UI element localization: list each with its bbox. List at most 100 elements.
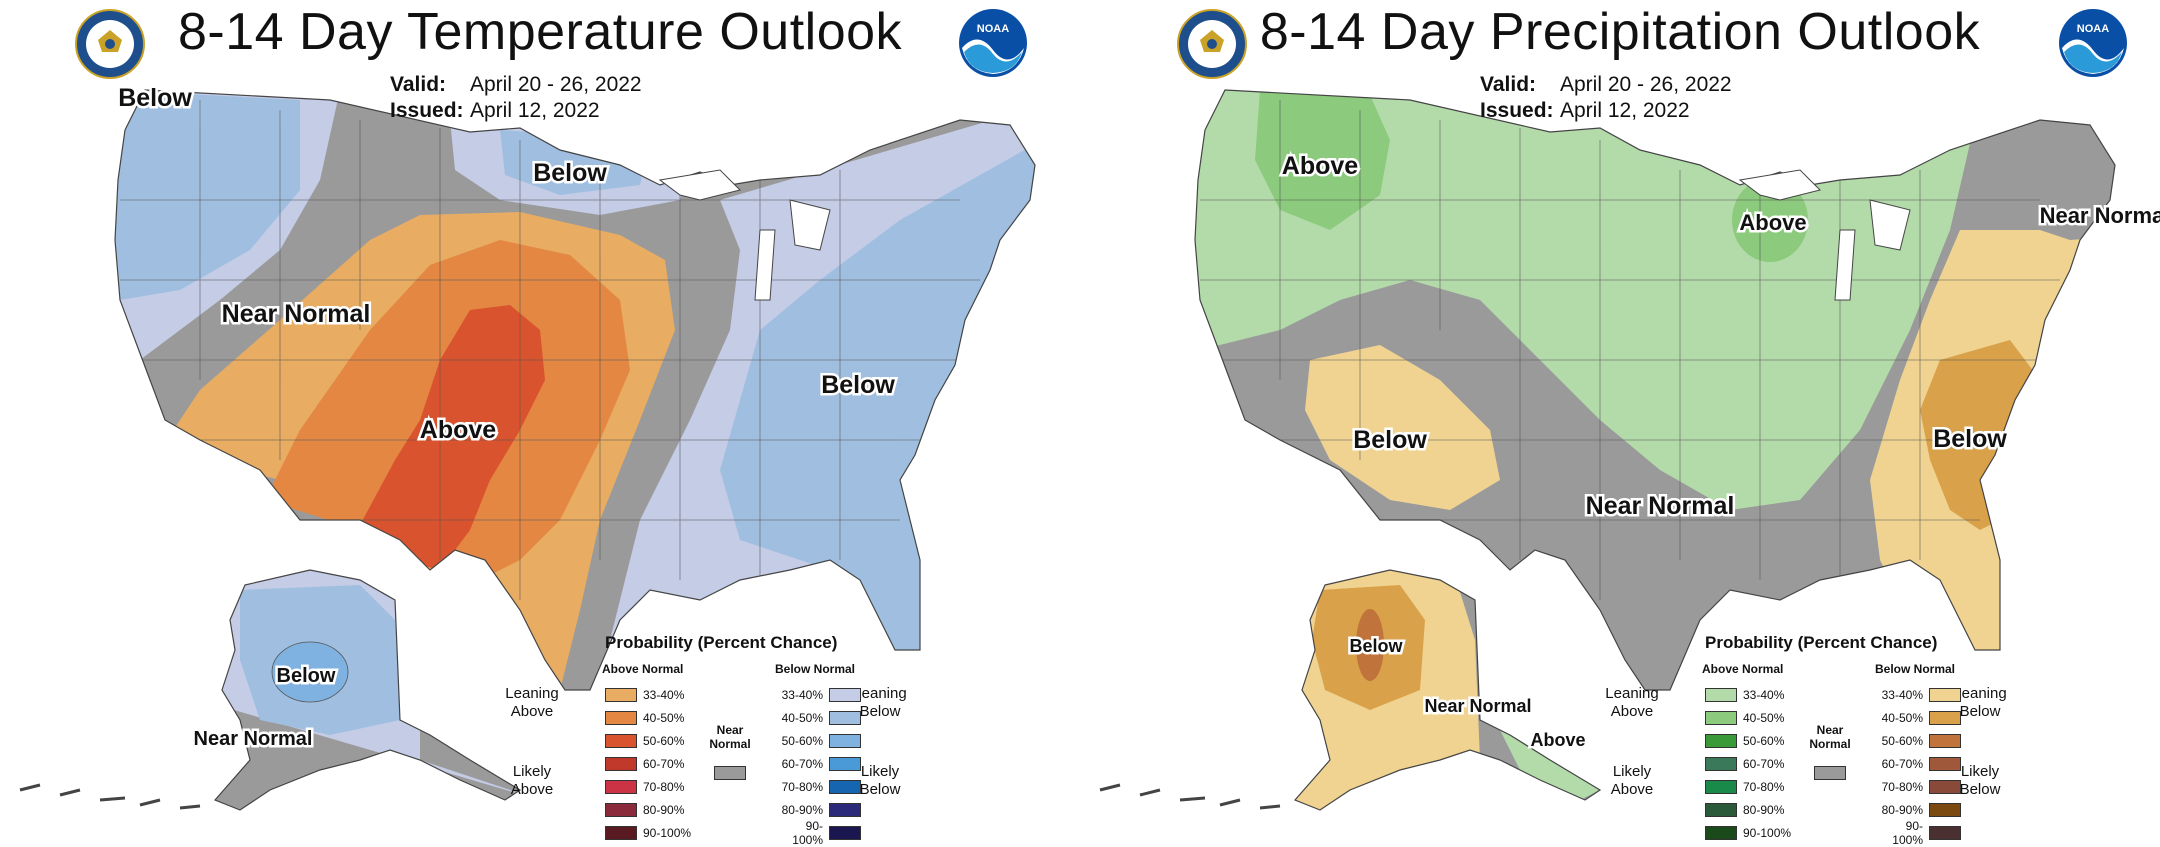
likely-above-text: Likely Above (1610, 763, 1654, 798)
legend-range-label: 60-70% (1743, 757, 1785, 771)
legend-swatch (605, 826, 637, 840)
legend-title: Probability (Percent Chance) (605, 633, 838, 652)
legend-range-label: 80-90% (643, 803, 685, 817)
temp-west-below-zone (115, 90, 300, 300)
us-outline (114, 89, 1036, 691)
precip-label-near-normal-alaska: Near Normal (1424, 696, 1531, 716)
leaning-below-text: Leaning Below (853, 685, 907, 720)
legend-swatch (605, 757, 637, 771)
precip-nw-above-40-zone (1255, 90, 1390, 230)
temp-label-below-north: Below (533, 159, 607, 187)
legend-range-label: 40-50% (781, 711, 823, 725)
precipitation-validity: Valid: April 20 - 26, 2022 Issued: April 1… (1480, 72, 1732, 124)
legend-above-row: 60-70% (1705, 754, 1784, 774)
temperature-title: 8-14 Day Temperature Outlook (177, 3, 903, 61)
commerce-seal-logo (75, 9, 145, 79)
legend-above-row: 60-70% (605, 754, 684, 774)
temp-label-below-east: Below (821, 371, 895, 399)
legend-range-label: 33-40% (643, 688, 685, 702)
precip-label-near-normal-south: Near Normal (1586, 492, 1735, 520)
legend-range-label: 70-80% (781, 780, 823, 794)
legend-below-row: 50-60% (1875, 731, 1961, 751)
alaska-precipitation (1295, 570, 1600, 810)
legend-leaning-above: Leaning Above (1602, 685, 1662, 721)
temp-central-above-50-zone (360, 305, 545, 570)
legend-leaning-below: Leaning Below (850, 685, 910, 721)
legend-swatch (1705, 757, 1737, 771)
legend-near-normal-swatch (714, 766, 746, 780)
precip-label-below-southwest: Below (1353, 426, 1427, 454)
noaa-logo: NOAA (959, 9, 1027, 77)
issued-label: Issued: (1480, 99, 1554, 122)
legend-swatch (1929, 826, 1961, 840)
legend-title: Probability (Percent Chance) (1705, 633, 1938, 652)
aleutian-islands-precip (1099, 783, 1281, 810)
svg-text:NOAA: NOAA (977, 23, 1009, 35)
temp-label-near-normal-west: Near Normal (222, 300, 371, 328)
legend-range-label: 40-50% (1881, 711, 1923, 725)
alaska-outline-precip (1293, 569, 1602, 811)
legend-above-row: 80-90% (1705, 800, 1784, 820)
legend-swatch (829, 711, 861, 725)
us-outline-precip (1194, 89, 2116, 691)
legend-range-label: 50-60% (781, 734, 823, 748)
legend-above-row: 70-80% (605, 777, 684, 797)
temperature-outlook-map: Below Below Near Normal Above Below Belo… (19, 82, 1036, 811)
legend-above-row: 70-80% (1705, 777, 1784, 797)
legend-swatch (605, 711, 637, 725)
legend-below-row: 60-70% (1875, 754, 1961, 774)
legend-above-row: 40-50% (605, 708, 684, 728)
precip-label-below-alaska: Below (1349, 636, 1403, 656)
legend-near-normal: Near Normal (1805, 723, 1855, 751)
great-lakes (658, 169, 831, 301)
legend-above-row: 90-100% (1705, 823, 1791, 843)
legend-above-row: 50-60% (605, 731, 684, 751)
leaning-above-text: Leaning Above (1605, 685, 1659, 720)
legend-likely-below: Likely Below (850, 763, 910, 799)
legend-swatch (1705, 734, 1737, 748)
legend-swatch (1929, 711, 1961, 725)
alaska-temperature (215, 570, 520, 810)
precip-sw-lean-below-zone (1305, 345, 1500, 510)
temperature-legend: Probability (Percent Chance) Above Norma… (490, 633, 910, 847)
valid-dates: April 20 - 26, 2022 (1560, 73, 1732, 96)
precipitation-outlook-map: Above Above Near Normal Below Near Norma… (1099, 89, 2160, 811)
legend-range-label: 40-50% (643, 711, 685, 725)
commerce-seal-logo (1177, 9, 1247, 79)
legend-swatch (1929, 803, 1961, 817)
issued-label: Issued: (390, 99, 464, 122)
legend-above-header: Above Normal (602, 662, 684, 676)
legend-above-row: 50-60% (1705, 731, 1784, 751)
legend-range-label: 80-90% (781, 803, 823, 817)
precip-label-above-alaska-panhandle: Above (1530, 730, 1585, 750)
legend-swatch (1929, 734, 1961, 748)
legend-range-label: 80-90% (1881, 803, 1923, 817)
legend-range-label: 70-80% (1743, 780, 1785, 794)
legend-range-label: 90-100% (1743, 826, 1792, 840)
legend-swatch (1705, 803, 1737, 817)
precip-mw-above-40-zone (1732, 178, 1808, 262)
legend-leaning-above: Leaning Above (502, 685, 562, 721)
temp-label-above-central: Above (420, 416, 497, 444)
temp-label-near-normal-west-text: Near Normal (222, 300, 371, 328)
legend-below-header: Below Normal (775, 662, 856, 676)
legend-swatch (605, 780, 637, 794)
legend-above-row: 33-40% (605, 685, 684, 705)
legend-range-label: 33-40% (1881, 688, 1923, 702)
likely-above-text: Likely Above (510, 763, 554, 798)
legend-range-label: 60-70% (781, 757, 823, 771)
precip-label-above-northwest: Above (1282, 152, 1359, 180)
temp-label-below-alaska: Below (277, 665, 336, 687)
legend-range-label: 50-60% (643, 734, 685, 748)
precip-label-near-normal-northeast: Near Normal (2040, 203, 2160, 228)
legend-below-row: 50-60% (775, 731, 861, 751)
temperature-outlook-panel: Below Below Near Normal Above Below Belo… (0, 0, 1080, 847)
legend-below-row: 80-90% (775, 800, 861, 820)
legend-swatch (829, 803, 861, 817)
leaning-below-text: Leaning Below (1953, 685, 2007, 720)
legend-swatch (829, 688, 861, 702)
legend-swatch (1929, 780, 1961, 794)
state-borders (120, 100, 980, 600)
temp-label-near-normal-alaska: Near Normal (194, 728, 313, 750)
legend-below-row: 90-100% (1875, 819, 1961, 847)
